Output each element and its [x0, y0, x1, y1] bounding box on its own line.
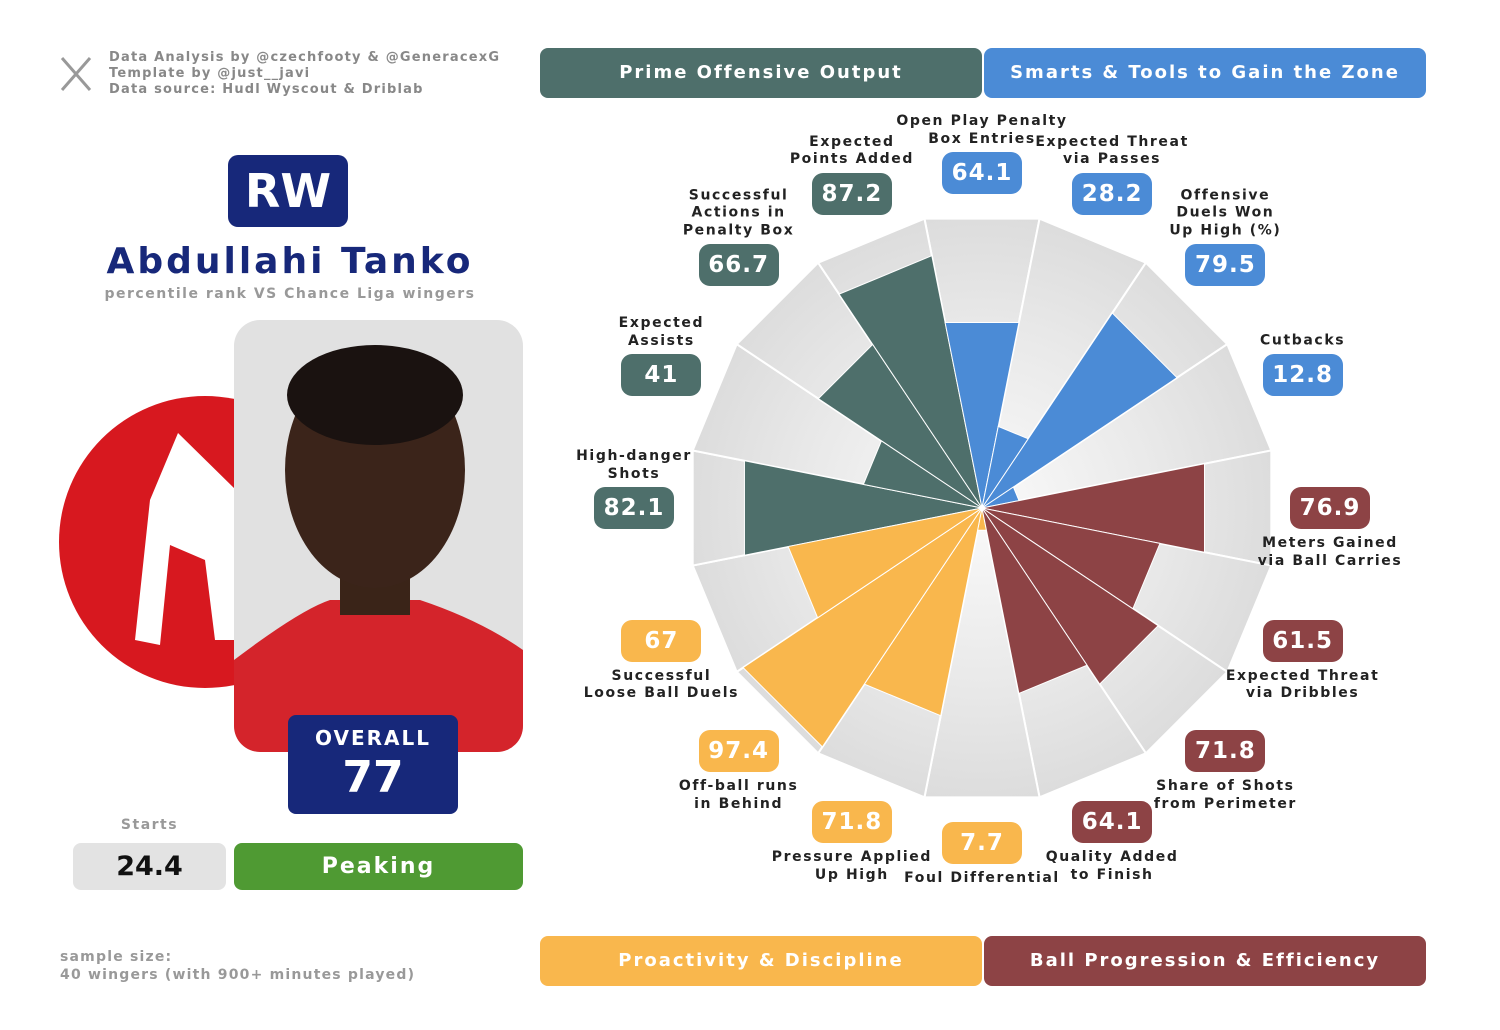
category-label: Successful Loose Ball Duels: [583, 667, 740, 702]
value-label: 12.8: [1262, 354, 1343, 397]
overall-value: 77: [342, 752, 404, 803]
value-label: 67: [621, 619, 702, 662]
player-name: Abdullahi Tanko: [106, 241, 474, 282]
value-label: 71.8: [811, 801, 892, 844]
category-label: High-danger Shots: [576, 448, 692, 482]
x-logo: [60, 57, 92, 91]
value-label: 41: [621, 354, 702, 397]
legend-banner: Smarts & Tools to Gain the Zone: [984, 48, 1426, 98]
category-label: Off-ball runs in Behind: [678, 778, 799, 812]
category-label: Expected Threat via Passes: [1035, 133, 1189, 168]
sample-size: 40 wingers (with 900+ minutes played): [60, 967, 416, 983]
value-label: 79.5: [1185, 243, 1266, 286]
value-label: 97.4: [698, 730, 779, 773]
overall-label: OVERALL: [315, 726, 431, 750]
sample-size: sample size:: [60, 949, 173, 965]
overall-box: [288, 715, 458, 814]
category-label: Pressure Applied Up High: [771, 849, 932, 883]
value-label: 64.1: [942, 152, 1022, 194]
value-label: 71.8: [1185, 730, 1266, 773]
value-label: 87.2: [811, 172, 892, 215]
starts-value: 24.4: [73, 843, 226, 890]
bar: [981, 312, 1178, 509]
category-label: Meters Gained via Ball Carries: [1257, 535, 1403, 569]
legend-banner: Ball Progression & Efficiency: [984, 936, 1426, 986]
bar: [981, 507, 1088, 695]
credit: Data Analysis by @czechfooty & @Generace…: [109, 50, 501, 65]
legend-banner: Prime Offensive Output: [540, 48, 982, 98]
bar: [944, 322, 1020, 509]
value-label: 76.9: [1290, 487, 1370, 529]
category-label: Open Play Penalty Box Entries: [896, 113, 1068, 147]
value-label: 7.7: [942, 822, 1022, 864]
value-label: 66.7: [698, 243, 779, 286]
player-photo: [234, 320, 523, 752]
status: Peaking: [234, 843, 523, 890]
value-label: 64.1: [1072, 801, 1153, 844]
category-label: Cutbacks: [1260, 332, 1346, 349]
starts-label: Starts: [120, 817, 179, 833]
credit: Template by @just__javi: [109, 66, 311, 81]
legend-banner: Proactivity & Discipline: [540, 936, 982, 986]
category-label: Expected Points Added: [789, 133, 914, 168]
category-label: Offensive Duels Won Up High (%): [1169, 187, 1282, 239]
category-label: Expected Threat via Dribbles: [1225, 667, 1380, 702]
category-label: Foul Differential: [904, 870, 1060, 886]
value-label: 61.5: [1262, 619, 1343, 662]
category-label: Share of Shots from Perimeter: [1153, 778, 1297, 812]
category-label: Expected Assists: [618, 315, 705, 349]
value-label: 28.2: [1072, 172, 1153, 215]
category-label: Quality Added to Finish: [1045, 849, 1179, 883]
subtitle: percentile rank VS Chance Liga wingers: [104, 286, 476, 302]
value-label: 82.1: [594, 487, 674, 529]
credit: Data source: Hudl Wyscout & Driblab: [109, 82, 424, 97]
category-label: Successful Actions in Penalty Box: [682, 187, 795, 239]
bar: [787, 507, 983, 619]
position-badge: RW: [228, 155, 348, 227]
